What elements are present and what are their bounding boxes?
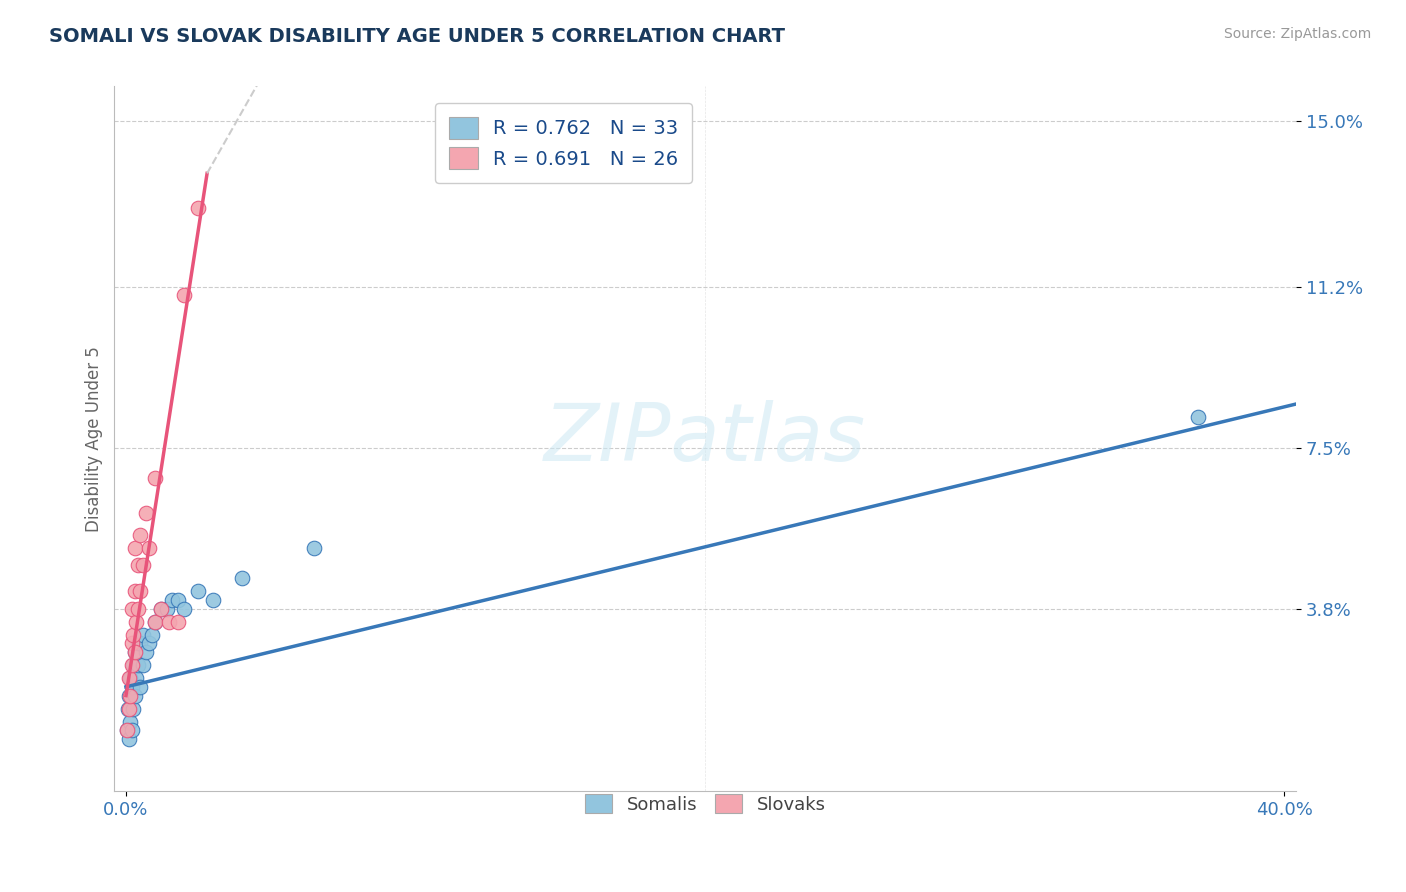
Point xyxy=(143,471,166,485)
Point xyxy=(117,701,139,715)
Point xyxy=(124,584,146,599)
Point xyxy=(117,723,139,738)
Point xyxy=(129,527,152,541)
Point xyxy=(149,601,172,615)
Point xyxy=(118,689,141,703)
Point xyxy=(167,615,190,629)
Point xyxy=(132,658,155,673)
Point xyxy=(173,601,195,615)
Point xyxy=(187,201,209,215)
Text: Source: ZipAtlas.com: Source: ZipAtlas.com xyxy=(1223,27,1371,41)
Point xyxy=(149,601,172,615)
Point xyxy=(124,689,146,703)
Point xyxy=(122,701,145,715)
Point xyxy=(173,288,195,302)
Point xyxy=(120,671,142,685)
Point xyxy=(187,584,209,599)
Point xyxy=(201,592,224,607)
Point xyxy=(231,571,253,585)
Point xyxy=(121,723,143,738)
Point xyxy=(122,627,145,641)
Point xyxy=(117,723,139,738)
Point xyxy=(118,701,141,715)
Y-axis label: Disability Age Under 5: Disability Age Under 5 xyxy=(86,346,103,532)
Point xyxy=(125,671,148,685)
Point xyxy=(135,506,157,520)
Point xyxy=(132,558,155,572)
Legend: Somalis, Slovaks: Somalis, Slovaks xyxy=(574,783,837,824)
Point xyxy=(135,645,157,659)
Point xyxy=(143,615,166,629)
Point xyxy=(124,645,146,659)
Point xyxy=(118,671,141,685)
Point xyxy=(159,615,181,629)
Point xyxy=(129,636,152,650)
Point xyxy=(129,680,152,694)
Point xyxy=(125,615,148,629)
Point xyxy=(121,658,143,673)
Point xyxy=(304,541,326,555)
Point xyxy=(138,636,160,650)
Point xyxy=(120,714,142,729)
Point xyxy=(127,658,149,673)
Point xyxy=(127,636,149,650)
Point xyxy=(121,601,143,615)
Point xyxy=(118,732,141,747)
Text: SOMALI VS SLOVAK DISABILITY AGE UNDER 5 CORRELATION CHART: SOMALI VS SLOVAK DISABILITY AGE UNDER 5 … xyxy=(49,27,785,45)
Point xyxy=(120,689,142,703)
Point xyxy=(167,592,190,607)
Point xyxy=(127,558,149,572)
Text: ZIPatlas: ZIPatlas xyxy=(544,400,866,478)
Point xyxy=(121,680,143,694)
Point xyxy=(127,601,149,615)
Point xyxy=(121,636,143,650)
Point xyxy=(122,658,145,673)
Point xyxy=(132,627,155,641)
Point xyxy=(141,627,163,641)
Point xyxy=(138,541,160,555)
Point xyxy=(162,592,184,607)
Point xyxy=(143,615,166,629)
Point xyxy=(124,645,146,659)
Point xyxy=(155,601,177,615)
Point xyxy=(1187,410,1209,425)
Point xyxy=(129,584,152,599)
Point xyxy=(124,541,146,555)
